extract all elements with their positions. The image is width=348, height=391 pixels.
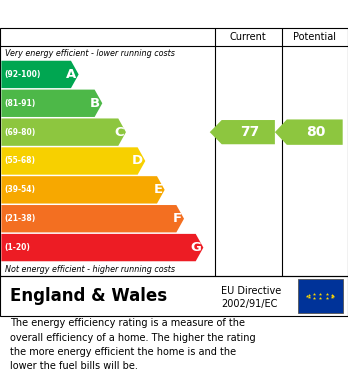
Text: Current: Current xyxy=(230,32,267,42)
Text: England & Wales: England & Wales xyxy=(10,287,168,305)
Text: (69-80): (69-80) xyxy=(4,127,35,136)
Text: Energy Efficiency Rating: Energy Efficiency Rating xyxy=(10,7,232,22)
Text: EU Directive: EU Directive xyxy=(221,286,281,296)
Text: (92-100): (92-100) xyxy=(4,70,41,79)
Text: B: B xyxy=(90,97,100,110)
Text: 2002/91/EC: 2002/91/EC xyxy=(221,299,277,309)
Text: (55-68): (55-68) xyxy=(4,156,35,165)
Polygon shape xyxy=(275,119,343,145)
Text: E: E xyxy=(153,183,163,196)
Polygon shape xyxy=(210,120,275,144)
Text: (39-54): (39-54) xyxy=(4,185,35,194)
Text: Not energy efficient - higher running costs: Not energy efficient - higher running co… xyxy=(5,264,175,273)
Text: (1-20): (1-20) xyxy=(4,243,30,252)
Text: G: G xyxy=(190,241,201,254)
Polygon shape xyxy=(1,234,203,261)
Text: Very energy efficient - lower running costs: Very energy efficient - lower running co… xyxy=(5,48,175,57)
Bar xyxy=(298,279,343,313)
Text: The energy efficiency rating is a measure of the
overall efficiency of a home. T: The energy efficiency rating is a measur… xyxy=(10,318,256,371)
Text: (81-91): (81-91) xyxy=(4,99,35,108)
Polygon shape xyxy=(1,90,102,117)
Text: (21-38): (21-38) xyxy=(4,214,35,223)
Polygon shape xyxy=(1,176,165,204)
Text: 77: 77 xyxy=(240,125,259,139)
Text: D: D xyxy=(132,154,143,167)
Polygon shape xyxy=(1,61,79,88)
Text: A: A xyxy=(66,68,77,81)
Polygon shape xyxy=(1,205,184,232)
Text: 80: 80 xyxy=(307,125,326,139)
Text: C: C xyxy=(114,126,124,139)
Text: F: F xyxy=(173,212,182,225)
Text: Potential: Potential xyxy=(293,32,336,42)
Polygon shape xyxy=(1,147,145,175)
Polygon shape xyxy=(1,118,126,146)
